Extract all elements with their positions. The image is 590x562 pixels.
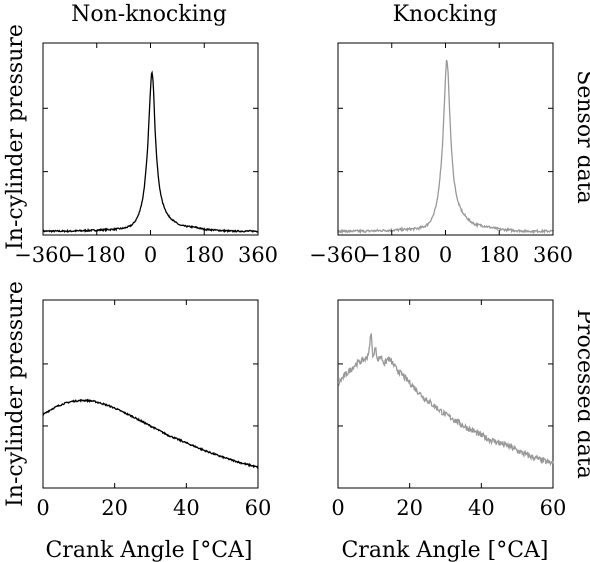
x-tick-label: −180 [68, 243, 126, 267]
plot-frame [42, 42, 259, 236]
x-tick-labels: 0 20 40 60 [36, 496, 271, 520]
y-axis-label: In-cylinder pressure [3, 24, 28, 250]
x-tick-label: 20 [396, 496, 423, 520]
row-side-label: Sensor data [572, 70, 590, 203]
tick-marks [42, 42, 259, 236]
x-tick-label: 360 [533, 243, 573, 267]
row-side-label: Processed data [572, 309, 590, 479]
x-tick-label: 60 [245, 496, 272, 520]
x-tick-labels: 0 20 40 60 [331, 496, 566, 520]
panel-title: Non-knocking [71, 2, 227, 27]
panel-sensor-knocking: Knocking Sensor data −360−180 0 180 360 [309, 2, 590, 267]
plot-frame [337, 299, 554, 489]
x-tick-label: 180 [184, 243, 224, 267]
tick-marks [337, 42, 554, 236]
series-line [337, 333, 554, 467]
series-line [42, 398, 259, 469]
x-tick-label: 60 [540, 496, 567, 520]
x-tick-labels: −360−180 0 180 360 [309, 243, 573, 267]
x-tick-label: 360 [238, 243, 278, 267]
x-tick-label: 0 [331, 496, 344, 520]
plot-frame [42, 299, 259, 489]
tick-marks [337, 299, 554, 489]
x-tick-label: 20 [101, 496, 128, 520]
x-tick-labels: −360−180 0 180 360 [14, 243, 278, 267]
panel-processed-nonknocking: In-cylinder pressure Crank Angle [°CA] 0… [3, 281, 271, 562]
series-line [42, 70, 259, 234]
x-tick-label: 0 [36, 496, 49, 520]
x-tick-label: −360 [14, 243, 72, 267]
x-tick-label: −180 [363, 243, 421, 267]
x-axis-label: Crank Angle [°CA] [341, 538, 548, 562]
y-axis-label: In-cylinder pressure [3, 281, 28, 507]
x-tick-label: 0 [439, 243, 452, 267]
panel-sensor-nonknocking: Non-knocking In-cylinder pressure −360−1… [3, 2, 278, 267]
x-tick-label: 0 [144, 243, 157, 267]
panel-title: Knocking [393, 2, 498, 27]
x-tick-label: 40 [468, 496, 495, 520]
x-tick-label: −360 [309, 243, 367, 267]
x-axis-label: Crank Angle [°CA] [45, 538, 252, 562]
tick-marks [42, 299, 259, 489]
x-tick-label: 180 [479, 243, 519, 267]
series-line [337, 59, 554, 235]
panel-processed-knocking: Processed data Crank Angle [°CA] 0 20 40 60 [331, 299, 590, 562]
x-tick-label: 40 [173, 496, 200, 520]
